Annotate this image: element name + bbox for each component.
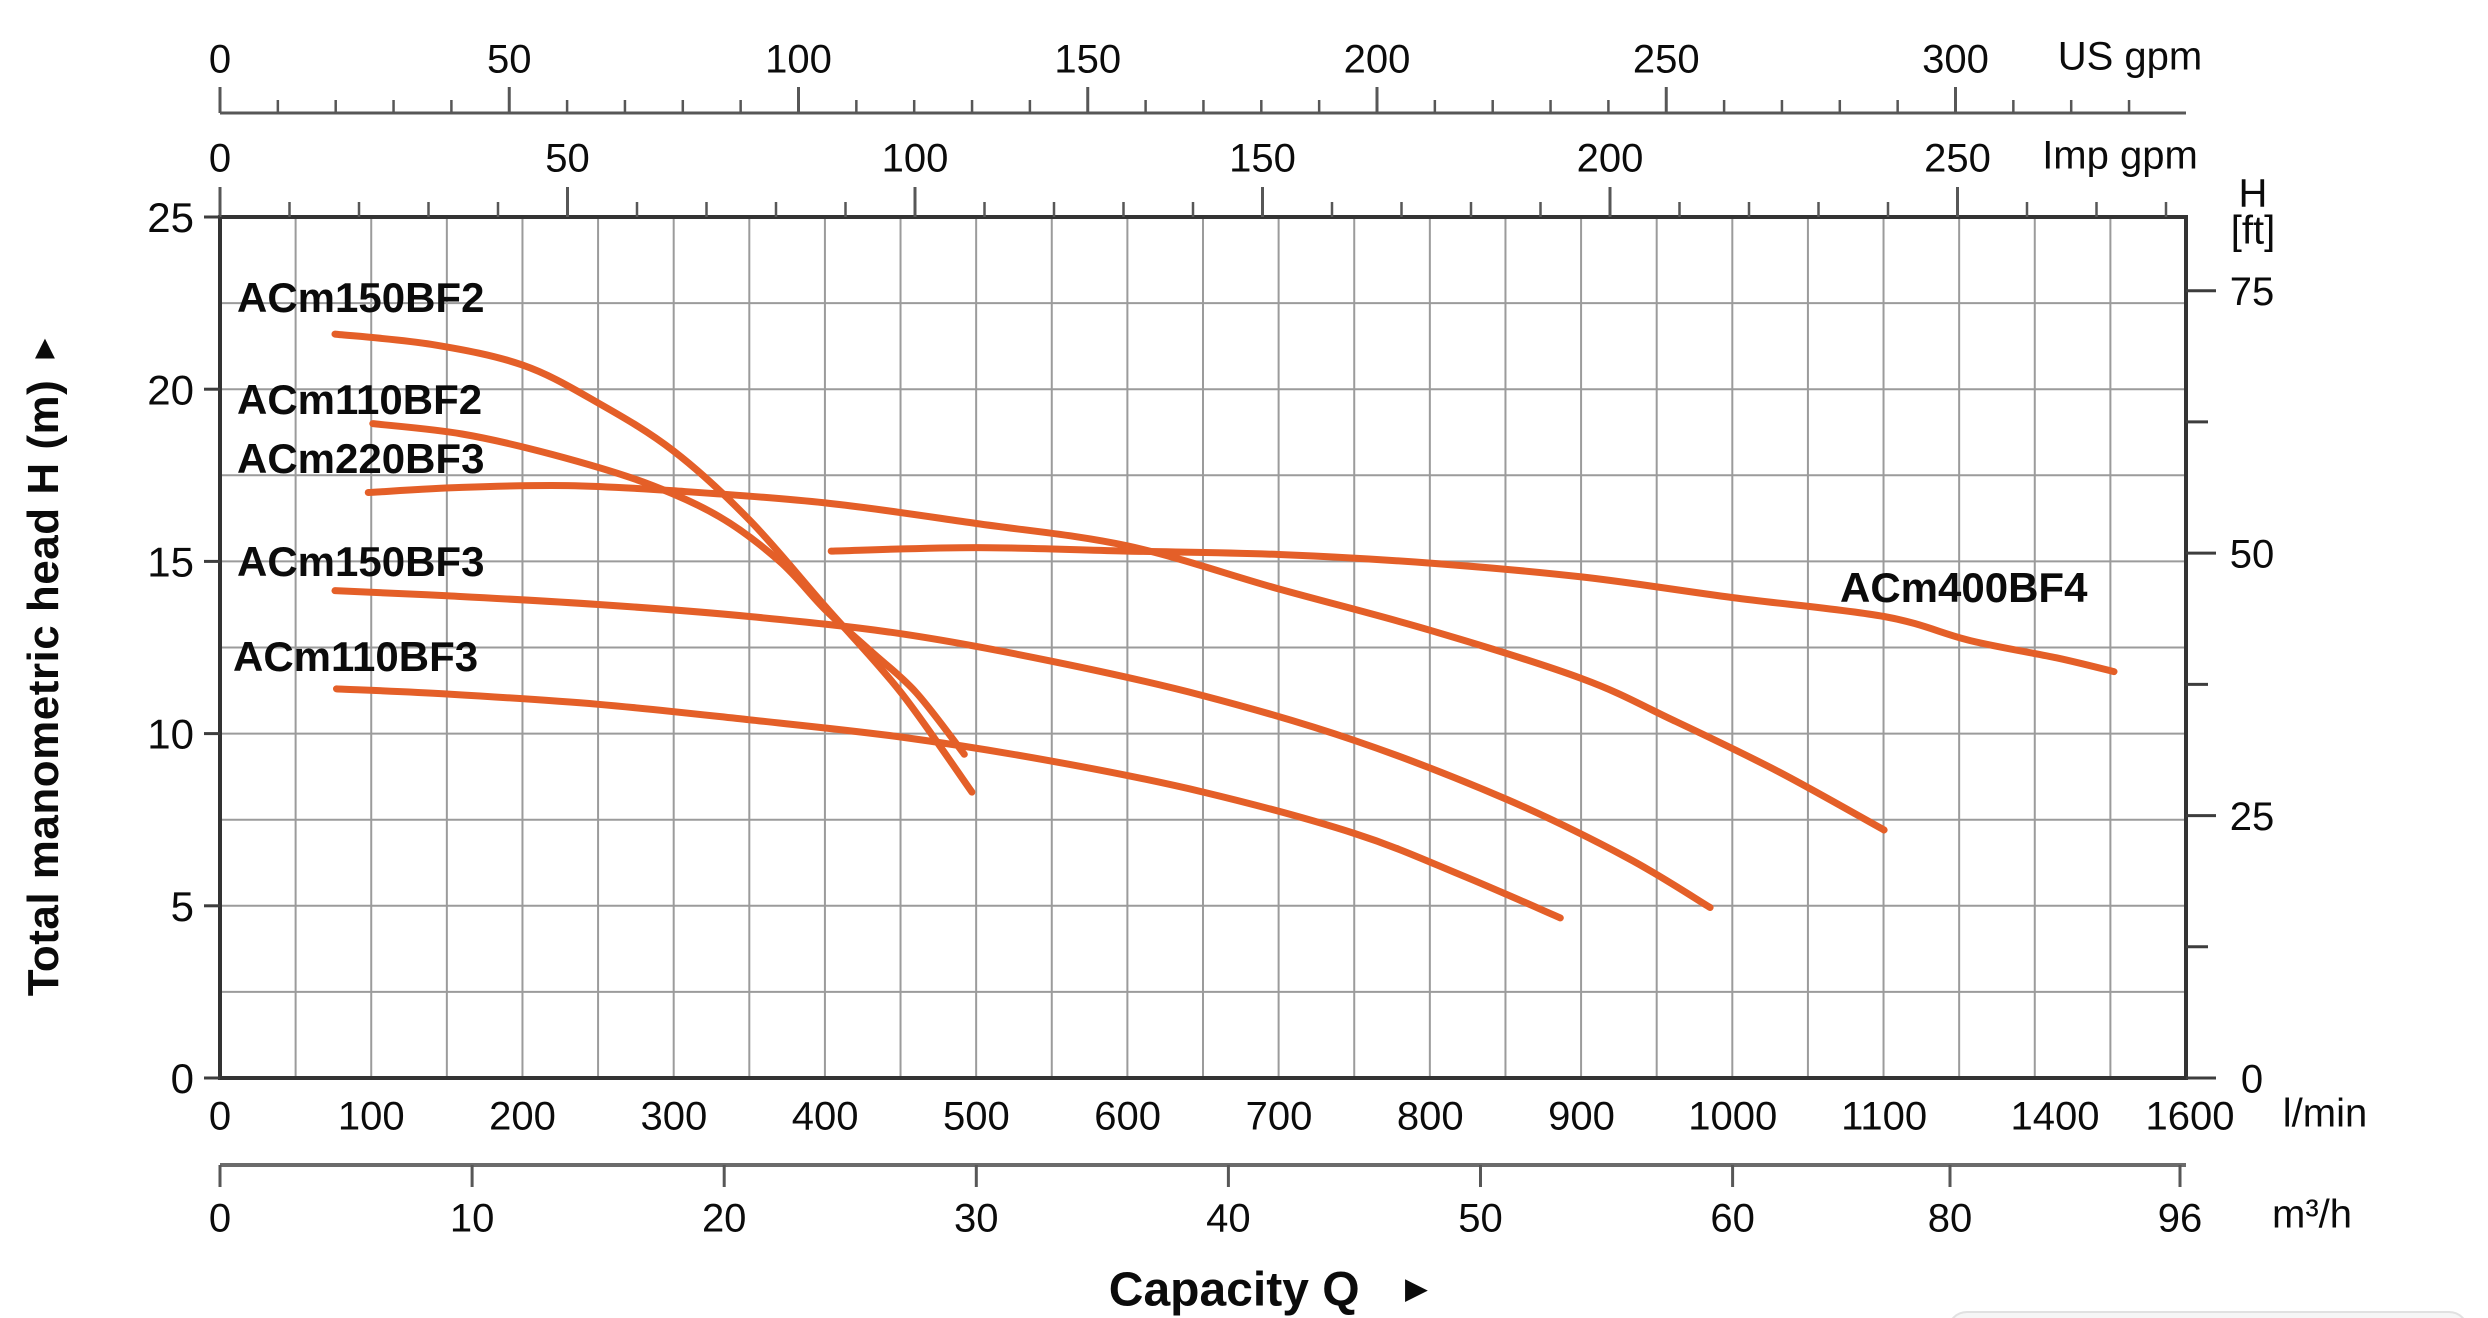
- head-m-axis: 0 5 10 15 20 25: [147, 194, 220, 1102]
- lmin-tick-label: 1100: [1841, 1094, 1927, 1138]
- curve-label-ACm400BF4: ACm400BF4: [1840, 564, 2088, 611]
- head-m-tick-label: 0: [171, 1055, 194, 1102]
- head-ft-axis: 0 25 50 75: [2186, 270, 2274, 1101]
- head-m-tick-label: 15: [147, 539, 194, 586]
- y-axis-title: Total manometric head H (m): [19, 379, 68, 997]
- curve-label-ACm110BF2: ACm110BF2: [237, 376, 482, 423]
- imp-gpm-tick-label: 250: [1924, 136, 1991, 180]
- us-gpm-tick-label: 200: [1344, 37, 1411, 81]
- capacity-right-arrow-icon: ►: [1397, 1268, 1436, 1311]
- m3h-tick-label: 96: [2158, 1196, 2203, 1240]
- curve-label-ACm110BF3: ACm110BF3: [233, 633, 478, 680]
- curve-label-ACm220BF3: ACm220BF3: [237, 435, 484, 482]
- lmin-tick-label: 600: [1094, 1094, 1161, 1138]
- head-ft-header-ft: [ft]: [2230, 208, 2276, 253]
- plot-border: [218, 215, 2188, 1080]
- capacity-label: Capacity Q: [1108, 1263, 1360, 1317]
- curve-label-ACm150BF2: ACm150BF2: [237, 274, 484, 321]
- imp-gpm-axis: 0 50 100 150 200 250: [209, 136, 2168, 217]
- m3h-tick-label: 20: [702, 1196, 747, 1240]
- head-m-tick-label: 5: [171, 883, 194, 930]
- lmin-tick-label: 1000: [1688, 1094, 1777, 1138]
- lmin-tick-label: 800: [1397, 1094, 1464, 1138]
- head-axis-up-arrow-icon: ▲: [28, 328, 62, 367]
- m3h-unit-label: m³/h: [2272, 1192, 2352, 1237]
- lmin-unit-label: l/min: [2282, 1091, 2368, 1136]
- us-gpm-tick-label: 100: [765, 37, 832, 81]
- us-gpm-tick-label: 50: [487, 37, 532, 81]
- us-gpm-unit-label: US gpm: [2057, 34, 2203, 79]
- head-ft-header-h: H: [2238, 171, 2268, 216]
- imp-gpm-tick-label: 0: [209, 136, 231, 180]
- head-ft-tick-label: 50: [2230, 533, 2275, 577]
- curve-ACm110BF3: [332, 685, 1564, 922]
- m3h-tick-label: 0: [209, 1196, 231, 1240]
- lmin-tick-label: 200: [489, 1094, 556, 1138]
- lmin-tick-label: 1400: [2011, 1094, 2100, 1138]
- m3h-tick-label: 50: [1458, 1196, 1503, 1240]
- curve-ACm220BF3: [364, 481, 1888, 834]
- curve-ACm400BF4: [827, 544, 2118, 676]
- head-m-tick-label: 20: [147, 366, 194, 413]
- m3h-tick-label: 60: [1710, 1196, 1755, 1240]
- lmin-tick-label: 900: [1548, 1094, 1615, 1138]
- curve-ACm110BF2: [369, 420, 968, 758]
- m3h-axis: 0 10 20 30 40 50 60 80 96: [209, 1163, 2203, 1240]
- pump-curves: ACm150BF2 ACm110BF2 ACm220BF3 ACm150BF3 ACm1…: [233, 274, 2118, 922]
- gridlines: [219, 216, 2187, 1079]
- imp-gpm-tick-label: 100: [882, 136, 949, 180]
- bottom-overlay-button[interactable]: [1947, 1311, 2469, 1318]
- imp-gpm-tick-label: 50: [545, 136, 590, 180]
- m3h-tick-label: 10: [450, 1196, 495, 1240]
- m3h-tick-label: 30: [954, 1196, 999, 1240]
- us-gpm-tick-label: 300: [1922, 37, 1989, 81]
- us-gpm-tick-label: 0: [209, 37, 231, 81]
- lmin-axis: 0 100 200 300 400 500 600 700 800 900 1000 1100 1400…: [209, 1094, 2235, 1138]
- head-m-tick-label: 25: [147, 194, 194, 241]
- lmin-tick-label: 0: [209, 1094, 231, 1138]
- curve-ACm150BF2: [331, 330, 976, 796]
- us-gpm-tick-label: 150: [1054, 37, 1121, 81]
- lmin-tick-label: 100: [338, 1094, 405, 1138]
- x-axis-title: Capacity Q ►: [1109, 1263, 1435, 1318]
- lmin-tick-label: 700: [1246, 1094, 1313, 1138]
- lmin-tick-label: 400: [792, 1094, 859, 1138]
- m3h-tick-label: 40: [1206, 1196, 1251, 1240]
- m3h-tick-label: 80: [1928, 1196, 1973, 1240]
- imp-gpm-tick-label: 200: [1577, 136, 1644, 180]
- head-ft-tick-label: 75: [2230, 270, 2275, 314]
- head-m-tick-label: 10: [147, 711, 194, 758]
- lmin-tick-label: 300: [640, 1094, 707, 1138]
- us-gpm-axis: 0 50 100 150 200 250 300: [209, 37, 2186, 115]
- head-ft-tick-label: 25: [2230, 795, 2275, 839]
- lmin-tick-label: 500: [943, 1094, 1010, 1138]
- curve-label-ACm150BF3: ACm150BF3: [237, 538, 484, 585]
- lmin-tick-label: 1600: [2146, 1094, 2235, 1138]
- imp-gpm-unit-label: Imp gpm: [2042, 133, 2198, 178]
- curve-ACm150BF3: [331, 587, 1714, 911]
- imp-gpm-tick-label: 150: [1229, 136, 1296, 180]
- us-gpm-tick-label: 250: [1633, 37, 1700, 81]
- head-ft-tick-label: 0: [2241, 1057, 2263, 1101]
